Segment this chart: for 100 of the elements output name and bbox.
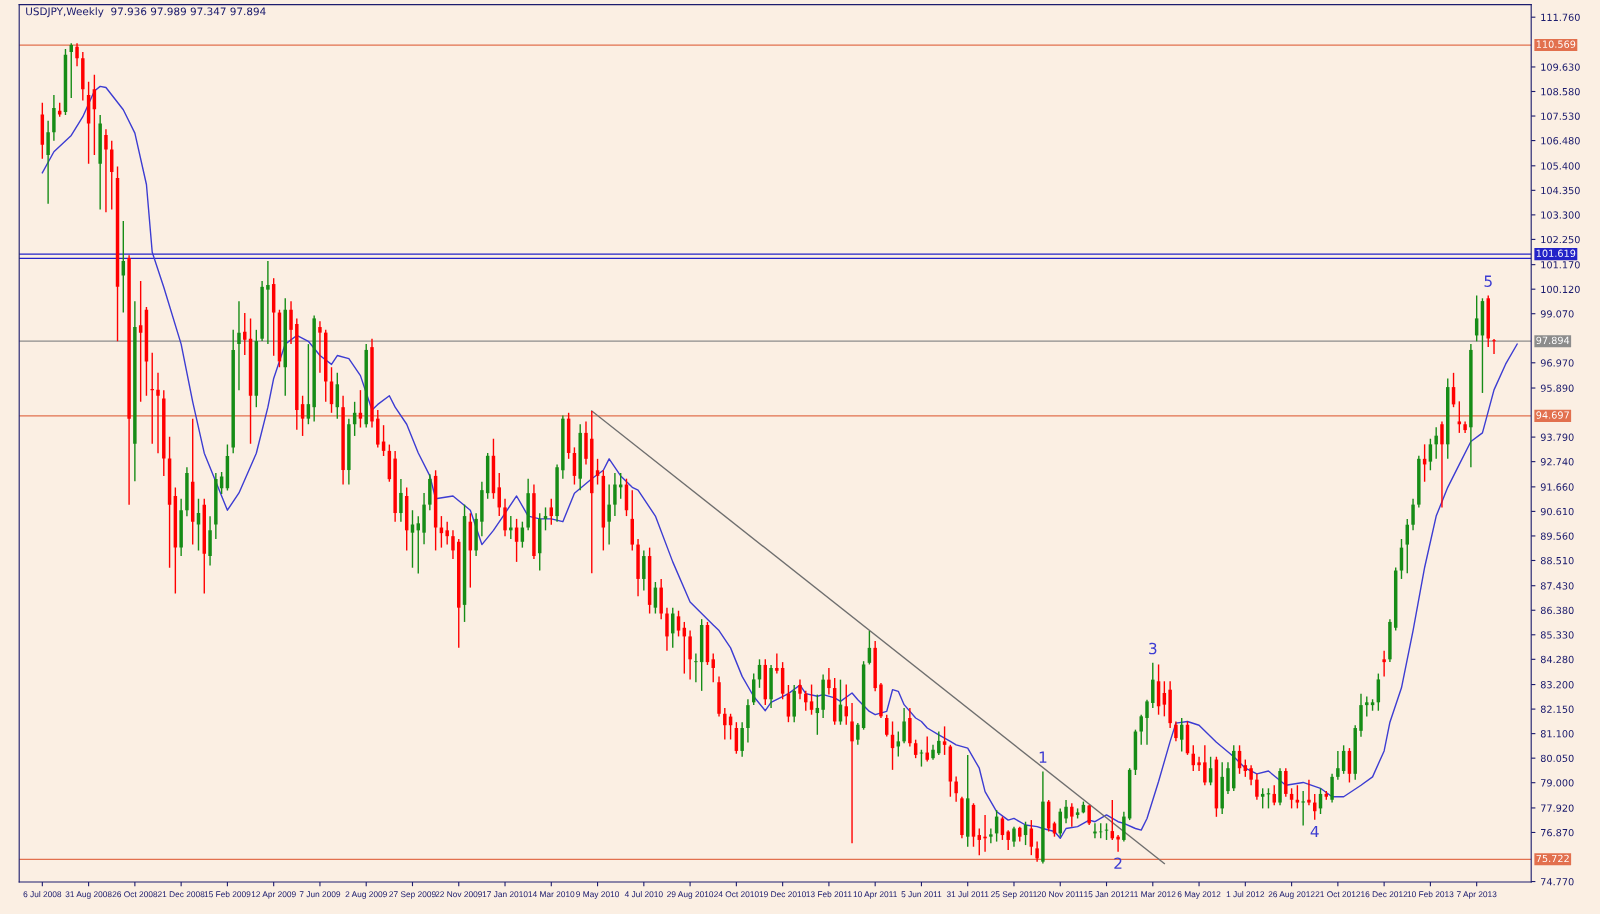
candlestick bbox=[150, 352, 154, 445]
y-tick-label: 108.580 bbox=[1541, 87, 1580, 96]
x-tick-label: 14 Mar 2010 bbox=[528, 891, 575, 898]
candlestick bbox=[1440, 420, 1444, 509]
candlestick bbox=[937, 730, 941, 756]
ref-line-label: 101.619 bbox=[1536, 249, 1576, 257]
candlestick bbox=[1087, 804, 1091, 826]
x-tick-label: 5 Jun 2011 bbox=[901, 891, 942, 898]
candlestick bbox=[798, 678, 802, 700]
ref-line-label: 94.697 bbox=[1536, 411, 1569, 419]
candlestick bbox=[1255, 773, 1259, 801]
y-tick-label: 80.050 bbox=[1540, 754, 1574, 762]
x-tick-label: 6 May 2012 bbox=[1177, 891, 1221, 899]
x-tick-label: 27 Sep 2009 bbox=[389, 891, 436, 899]
chart-title: USDJPY,Weekly 97.936 97.989 97.347 97.894 bbox=[26, 7, 266, 18]
candlestick bbox=[1428, 438, 1433, 471]
candlestick bbox=[688, 629, 692, 681]
candlestick bbox=[410, 509, 415, 569]
candlestick bbox=[942, 725, 947, 756]
candlestick bbox=[1197, 756, 1201, 772]
candlestick bbox=[1029, 819, 1034, 856]
candlestick bbox=[358, 389, 363, 429]
candlestick bbox=[665, 606, 669, 652]
y-tick-label: 99.070 bbox=[1540, 310, 1574, 318]
x-tick-label: 4 Jul 2010 bbox=[624, 891, 663, 898]
candlestick bbox=[902, 707, 906, 744]
x-tick-label: 7 Jun 2009 bbox=[299, 891, 341, 898]
candlestick bbox=[1203, 744, 1207, 786]
x-tick-label: 10 Feb 2013 bbox=[1407, 891, 1454, 898]
y-tick-label: 85.330 bbox=[1540, 631, 1574, 639]
x-tick-label: 29 Aug 2010 bbox=[667, 891, 714, 899]
candlestick bbox=[711, 652, 715, 683]
line-series bbox=[41, 85, 1518, 840]
y-tick-label: 81.100 bbox=[1540, 730, 1574, 738]
candlestick bbox=[1492, 338, 1496, 355]
y-tick-label: 105.400 bbox=[1541, 162, 1580, 170]
y-tick-label: 89.560 bbox=[1540, 532, 1574, 540]
candlestick bbox=[1122, 810, 1126, 843]
candlestick bbox=[503, 498, 507, 537]
candlestick bbox=[1260, 787, 1265, 810]
y-tick-label: 106.480 bbox=[1541, 137, 1580, 145]
x-tick-label: 10 Apr 2011 bbox=[853, 891, 897, 899]
x-tick-label: 21 Oct 2012 bbox=[1315, 891, 1361, 898]
annotation: 4 bbox=[1310, 825, 1319, 838]
y-tick-label: 104.350 bbox=[1541, 186, 1580, 195]
candlestick bbox=[1289, 787, 1294, 810]
candlestick bbox=[46, 120, 50, 205]
y-tick-label: 88.510 bbox=[1540, 556, 1574, 565]
candlestick bbox=[1249, 764, 1253, 786]
x-tick-label: 25 Sep 2011 bbox=[991, 891, 1037, 899]
x-tick-label: 11 Mar 2012 bbox=[1130, 891, 1176, 898]
candlestick bbox=[989, 827, 993, 844]
x-tick-label: 9 May 2010 bbox=[576, 891, 620, 899]
y-tick-label: 92.740 bbox=[1540, 458, 1574, 466]
candlestick bbox=[1330, 773, 1334, 804]
candlestick bbox=[300, 395, 305, 437]
candlestick bbox=[1145, 699, 1149, 746]
y-tick-label: 79.000 bbox=[1541, 779, 1574, 787]
x-tick-label: 17 Jan 2010 bbox=[482, 891, 528, 898]
x-tick-label: 31 Aug 2008 bbox=[65, 891, 112, 899]
y-tick-label: 90.610 bbox=[1540, 507, 1574, 516]
candlestick bbox=[809, 683, 814, 716]
ref-line-label: 75.722 bbox=[1536, 854, 1569, 863]
x-tick-label: 31 Jul 2011 bbox=[946, 891, 989, 898]
candlestick bbox=[676, 610, 681, 638]
y-tick-label: 95.890 bbox=[1540, 384, 1574, 392]
candlestick bbox=[850, 702, 854, 844]
annotation: 2 bbox=[1114, 857, 1122, 869]
x-tick-label: 21 Dec 2008 bbox=[157, 891, 205, 898]
candlestick bbox=[595, 458, 600, 486]
x-tick-label: 13 Feb 2011 bbox=[806, 891, 852, 898]
candlestick bbox=[266, 260, 270, 345]
y-tick-label: 77.920 bbox=[1541, 804, 1574, 812]
y-tick-label: 100.120 bbox=[1541, 285, 1580, 294]
candlestick bbox=[1434, 426, 1438, 460]
x-tick-label: 20 Nov 2011 bbox=[1037, 891, 1084, 898]
candlestick bbox=[549, 498, 554, 526]
candlestick bbox=[804, 690, 808, 712]
candlestick bbox=[1035, 840, 1039, 863]
candlestick bbox=[156, 372, 160, 454]
candlestick bbox=[1151, 662, 1155, 709]
candlestick bbox=[925, 735, 929, 763]
candlestick bbox=[1226, 761, 1230, 795]
candlestick bbox=[445, 520, 449, 546]
y-tick-label: 103.300 bbox=[1541, 211, 1580, 219]
y-tick-label: 93.790 bbox=[1540, 433, 1574, 441]
annotation: 5 bbox=[1484, 275, 1492, 287]
y-tick-label: 107.530 bbox=[1541, 112, 1580, 120]
x-tick-label: 24 Oct 2010 bbox=[714, 891, 759, 898]
x-tick-label: 22 Nov 2009 bbox=[435, 891, 482, 898]
candlestick bbox=[399, 478, 403, 523]
x-tick-label: 16 Dec 2012 bbox=[1361, 891, 1408, 898]
x-tick-label: 15 Feb 2009 bbox=[204, 891, 251, 898]
y-tick-label: 102.250 bbox=[1541, 235, 1580, 244]
x-tick-label: 6 Jul 2008 bbox=[23, 891, 62, 898]
candlestick bbox=[1064, 799, 1068, 825]
candlestick bbox=[1336, 750, 1340, 781]
y-tick-label: 87.430 bbox=[1540, 582, 1574, 590]
y-tick-label: 91.660 bbox=[1540, 483, 1574, 491]
candlestick bbox=[138, 280, 143, 403]
